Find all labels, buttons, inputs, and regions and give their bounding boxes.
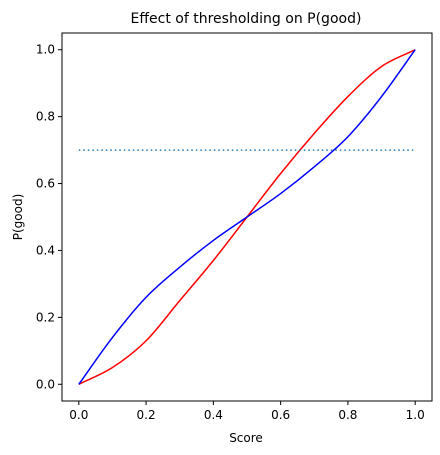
x-tick-label: 0.0 [69,408,88,422]
x-axis-label: Score [229,431,263,445]
series-line-1 [78,49,416,385]
y-tick-label: 0.0 [36,377,55,391]
x-tick-label: 0.8 [338,408,357,422]
x-tick-label: 0.4 [204,408,223,422]
x-tick-label: 0.6 [271,408,290,422]
y-tick-label: 0.2 [36,310,55,324]
plot-frame [61,32,433,402]
series-layer [78,49,416,385]
y-tick-label: 1.0 [36,43,55,57]
chart-title: Effect of thresholding on P(good) [131,11,362,27]
y-tick-label: 0.8 [36,110,55,124]
y-axis-label: P(good) [11,194,25,241]
y-axis-ticks: 0.0 0.2 0.4 0.6 0.8 1.0 [36,43,62,391]
x-axis-ticks: 0.0 0.2 0.4 0.6 0.8 1.0 [69,401,425,422]
x-tick-label: 0.2 [137,408,156,422]
y-tick-label: 0.6 [36,177,55,191]
y-tick-label: 0.4 [36,243,55,257]
x-tick-label: 1.0 [406,408,425,422]
